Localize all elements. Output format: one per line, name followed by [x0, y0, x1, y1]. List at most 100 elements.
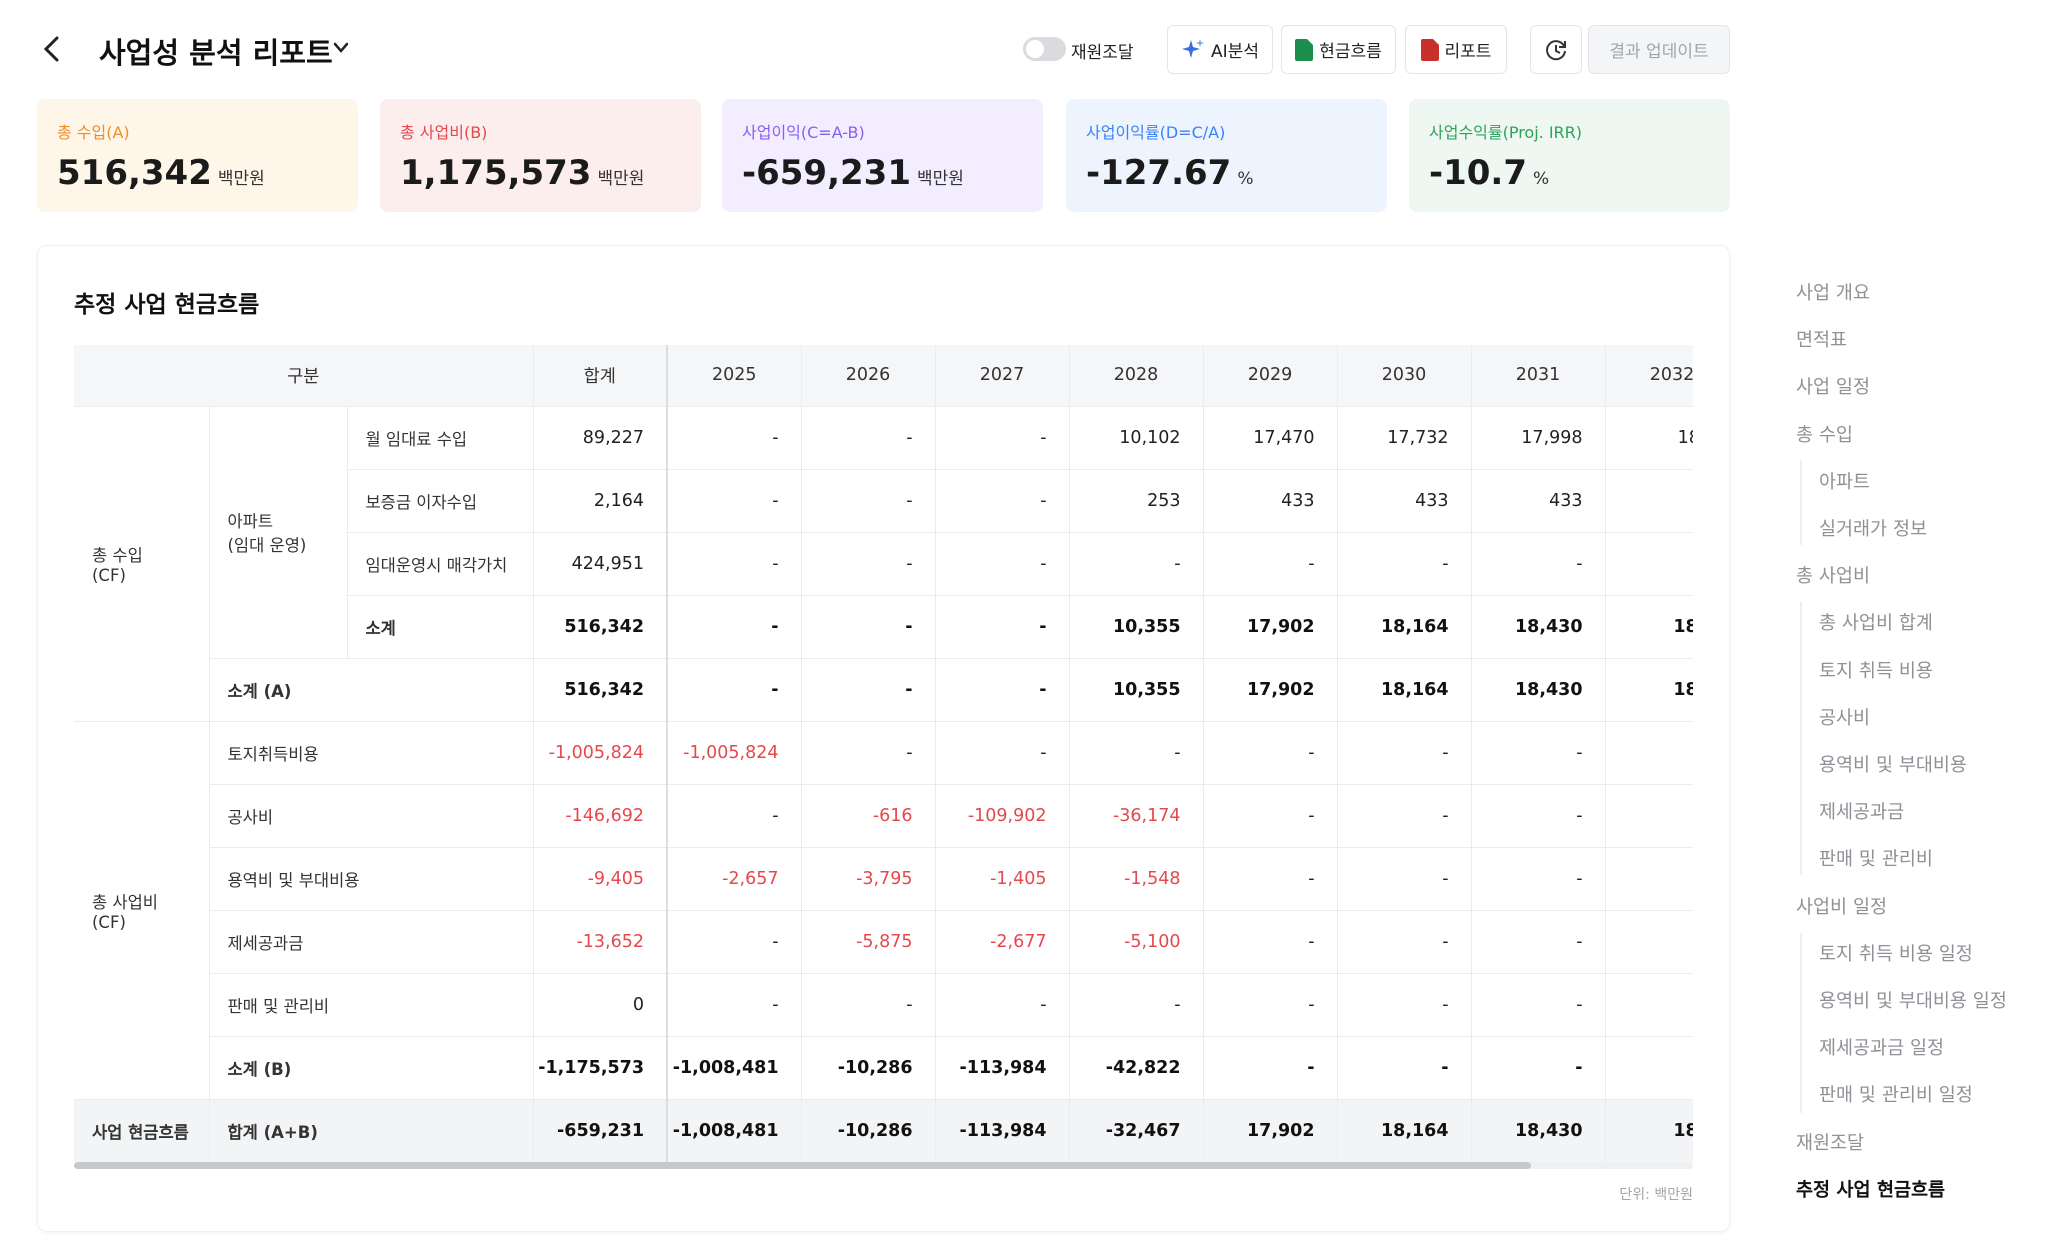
value-cell: -1,005,824 [533, 721, 669, 785]
xls-icon [1295, 38, 1314, 61]
nav-subitem[interactable]: 제세공과금 일정 [1819, 1038, 1945, 1060]
value-cell: 17,998 [1471, 406, 1606, 470]
nav-subitem[interactable]: 판매 및 관리비 일정 [1819, 1085, 1973, 1107]
row-label: 토지취득비용 [209, 721, 534, 785]
column-header: 합계 [533, 345, 669, 407]
kpi-number: 1,175,573 [400, 153, 592, 193]
nav-guide [1800, 602, 1802, 875]
total-sublabel: 합계 (A+B) [209, 1099, 534, 1162]
nav-item[interactable]: 총 수입 [1796, 424, 1853, 446]
value-cell: - [1337, 721, 1472, 785]
value-cell: -113,984 [935, 1036, 1070, 1100]
value-cell: - [1203, 973, 1338, 1037]
row-label: 보증금 이자수입 [347, 469, 534, 533]
value-cell: - [935, 973, 1070, 1037]
nav-item[interactable]: 추정 사업 현금흐름 [1796, 1179, 1946, 1201]
value-cell: - [1471, 1036, 1606, 1100]
scrollbar-thumb[interactable] [74, 1162, 1531, 1169]
kpi-label: 총 사업비(B) [400, 123, 488, 142]
update-button[interactable]: 결과 업데이트 [1588, 25, 1730, 74]
report-button[interactable]: 리포트 [1405, 25, 1507, 74]
nav-subitem[interactable]: 토지 취득 비용 일정 [1819, 943, 1973, 965]
value-cell: 433 [1471, 469, 1606, 533]
value-cell: 89,227 [533, 406, 669, 470]
value-cell: 18,7 [1605, 595, 1693, 659]
scrollbar-track [74, 1162, 1693, 1169]
value-cell: 18,2 [1605, 406, 1693, 470]
row-label: 소계 (B) [209, 1036, 534, 1100]
value-cell: - [1203, 532, 1338, 596]
value-cell: 433 [1203, 469, 1338, 533]
kpi-unit: 백만원 [217, 169, 265, 189]
value-cell: - [801, 658, 936, 722]
value-cell: - [935, 595, 1070, 659]
nav-subitem[interactable]: 아파트 [1819, 471, 1871, 493]
nav-subitem[interactable]: 공사비 [1819, 707, 1871, 729]
value-cell: -42,822 [1069, 1036, 1204, 1100]
kpi-unit: 백만원 [916, 169, 964, 189]
nav-guide [1800, 933, 1802, 1113]
value-cell: - [667, 658, 802, 722]
title-dropdown[interactable] [331, 40, 351, 56]
table-scroll: 구분 합계 2025 2026 2027 2028 2029 2030 2031 2032 총 수입… [74, 345, 1693, 1162]
ai-button[interactable]: AI분석 [1167, 25, 1273, 74]
value-cell: 253 [1069, 469, 1204, 533]
row-label: 판매 및 관리비 [209, 973, 534, 1037]
section-label: 총 사업비 (CF) [74, 721, 210, 1100]
nav-item[interactable]: 사업비 일정 [1796, 896, 1887, 918]
value-cell: - [1471, 973, 1606, 1037]
value-cell: -10,286 [801, 1099, 936, 1162]
empty-cell [1605, 973, 1693, 1037]
kpi-unit: % [1533, 169, 1550, 189]
column-header: 2026 [801, 345, 936, 407]
nav-subitem[interactable]: 용역비 및 부대비용 일정 [1819, 991, 2007, 1012]
kpi-number: -659,231 [742, 153, 911, 193]
table-card [37, 245, 1730, 1232]
button-label: AI분석 [1211, 42, 1259, 62]
nav-subitem[interactable]: 실거래가 정보 [1819, 519, 1928, 540]
kpi-value: -10.7% [1429, 153, 1710, 193]
nav-subitem[interactable]: 제세공과금 [1819, 802, 1905, 824]
value-cell: - [801, 973, 936, 1037]
nav-item[interactable]: 사업 일정 [1796, 377, 1870, 399]
value-cell: - [667, 469, 802, 533]
value-cell: - [935, 532, 1070, 596]
kpi-number: -10.7 [1429, 153, 1527, 193]
value-cell: - [935, 469, 1070, 533]
nav-subitem[interactable]: 판매 및 관리비 [1819, 849, 1933, 871]
value-cell: 18,430 [1471, 658, 1606, 722]
column-header: 2027 [935, 345, 1070, 407]
value-cell: - [935, 658, 1070, 722]
toggle-label: 재원조달 [1071, 43, 1134, 63]
column-header: 2025 [667, 345, 802, 407]
nav-item[interactable]: 면적표 [1796, 330, 1848, 352]
toggle[interactable] [1023, 37, 1066, 61]
nav-subitem[interactable]: 용역비 및 부대비용 [1819, 755, 1967, 776]
table-row: 총 수입 (CF) 아파트 (임대 운영) 월 임대료 수입 89,227- - -10,… [74, 406, 1693, 722]
value-cell: -2,677 [935, 910, 1070, 974]
value-cell: -659,231 [533, 1099, 669, 1162]
page-title: 사업성 분석 리포트 [99, 36, 333, 70]
back-button[interactable] [40, 35, 64, 63]
nav-subitem[interactable]: 총 사업비 합계 [1819, 613, 1933, 635]
value-cell: - [1203, 1036, 1338, 1100]
nav-item[interactable]: 재원조달 [1796, 1132, 1865, 1154]
value-cell: 18,430 [1471, 1099, 1606, 1162]
value-cell: - [1471, 910, 1606, 974]
value-cell: 4 [1605, 469, 1693, 533]
value-cell: -616 [801, 784, 936, 848]
kpi-value: 516,342 백만원 [57, 153, 338, 193]
nav-item[interactable]: 총 사업비 [1796, 566, 1870, 588]
nav-item[interactable]: 사업 개요 [1796, 283, 1870, 304]
kpi-card: 사업수익률(Proj. IRR) -10.7% [1409, 99, 1730, 212]
value-cell: 17,732 [1337, 406, 1472, 470]
value-cell: -10,286 [801, 1036, 936, 1100]
history-button[interactable] [1530, 25, 1582, 74]
value-cell: - [1337, 1036, 1472, 1100]
table-row: 임대운영시 매각가치 424,951- - - - - - - [74, 532, 1693, 596]
cashflow-button[interactable]: 현금흐름 [1281, 25, 1396, 74]
nav-subitem[interactable]: 토지 취득 비용 [1819, 660, 1933, 682]
unit-note: 단위: 백만원 [1619, 1187, 1693, 1203]
kpi-card: 총 사업비(B) 1,175,573 백만원 [380, 99, 701, 212]
kpi-value: 1,175,573 백만원 [400, 153, 681, 193]
